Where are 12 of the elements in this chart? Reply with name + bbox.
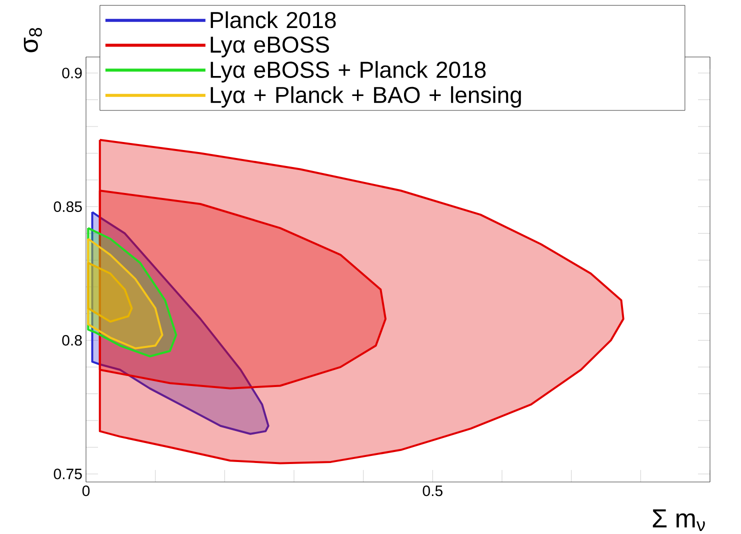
legend-label: Lyα + Planck + BAO + lensing	[210, 86, 521, 108]
legend-label: Lyα eBOSS + Planck 2018	[210, 61, 486, 82]
legend-label: Lyα eBOSS	[210, 36, 329, 58]
y-axis-title: σ$_{8}$	[24, 28, 42, 52]
y-tick-label: 0.8	[62, 335, 82, 346]
legend-label: Planck 2018	[210, 11, 336, 28]
y-tick-label: 0.85	[54, 201, 82, 212]
x-tick-label: 0	[82, 486, 90, 496]
x-axis-title: Σ m$_{ν}$	[652, 509, 705, 532]
x-tick-label: 0.5	[422, 486, 442, 496]
y-tick-label: 0.75	[54, 468, 82, 480]
y-tick-label: 0.9	[62, 68, 82, 78]
